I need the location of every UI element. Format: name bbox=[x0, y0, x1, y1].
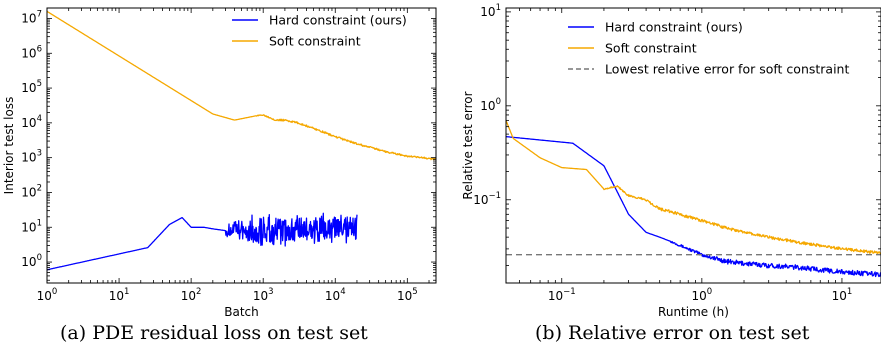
y-axis-label: Relative test error bbox=[461, 91, 475, 199]
plot-frame bbox=[505, 7, 881, 284]
x-tick-label: 100 bbox=[37, 287, 58, 303]
legend-label: Hard constraint (ours) bbox=[269, 13, 407, 28]
y-tick-label: 101 bbox=[480, 3, 501, 19]
x-axis-label: Batch bbox=[224, 305, 259, 319]
legend-label: Soft constraint bbox=[269, 34, 361, 49]
caption-left: (a) PDE residual loss on test set bbox=[60, 322, 368, 344]
panel-a-loss-chart: 100 101 102 103 104 105 100 101 102 103 104 105 106 1… bbox=[2, 7, 437, 319]
x-tick-label: 10−1 bbox=[548, 287, 576, 303]
series-line-2 bbox=[46, 10, 437, 161]
x-axis-label: Runtime (h) bbox=[658, 305, 729, 319]
legend-label: Soft constraint bbox=[605, 41, 697, 56]
y-tick-label: 102 bbox=[21, 183, 42, 199]
panel-b-error-chart: 10−1 100 101 10−1 100 101 Runtime (h) Relative … bbox=[461, 3, 881, 319]
series-line-2 bbox=[505, 120, 881, 255]
plot-frame bbox=[46, 7, 437, 284]
x-tick-label: 102 bbox=[181, 287, 202, 303]
y-tick-label: 10−1 bbox=[473, 191, 501, 207]
y-tick-label: 101 bbox=[21, 218, 42, 234]
x-tick-label: 104 bbox=[325, 287, 346, 303]
legend-label: Lowest relative error for soft constrain… bbox=[605, 62, 849, 77]
y-axis-label: Interior test loss bbox=[2, 97, 16, 195]
y-tick-label: 100 bbox=[21, 253, 42, 269]
x-tick-label: 101 bbox=[109, 287, 130, 303]
caption-right: (b) Relative error on test set bbox=[535, 322, 810, 344]
x-tick-label: 105 bbox=[397, 287, 418, 303]
y-tick-label: 106 bbox=[21, 44, 42, 60]
series-line-1 bbox=[505, 135, 881, 278]
y-tick-label: 104 bbox=[21, 114, 42, 130]
legend-label: Hard constraint (ours) bbox=[605, 20, 743, 35]
x-tick-label: 103 bbox=[253, 287, 274, 303]
y-tick-label: 100 bbox=[480, 97, 501, 113]
series-line-1 bbox=[46, 212, 358, 271]
y-tick-label: 105 bbox=[21, 79, 42, 95]
y-tick-label: 107 bbox=[21, 9, 42, 25]
x-tick-label: 100 bbox=[691, 287, 712, 303]
x-tick-label: 101 bbox=[832, 287, 853, 303]
y-tick-label: 103 bbox=[21, 149, 42, 165]
